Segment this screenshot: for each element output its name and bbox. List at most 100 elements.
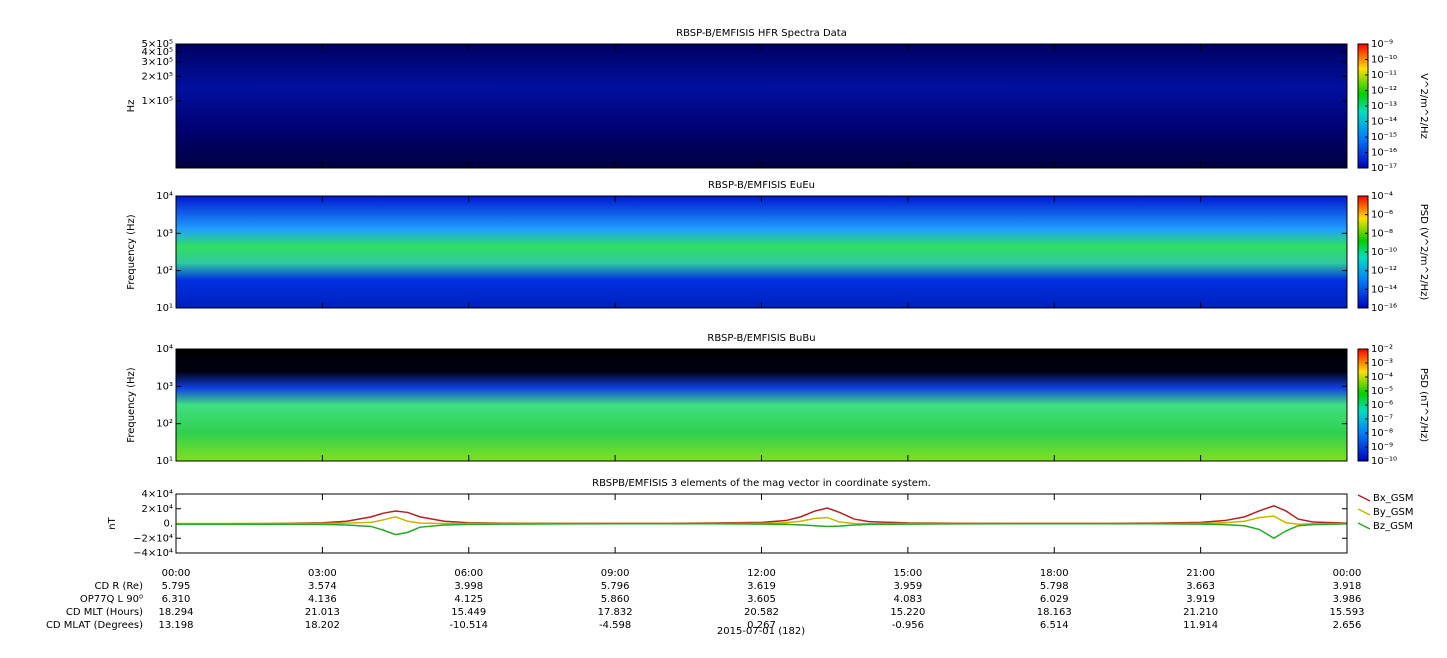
row-value: 3.605 xyxy=(747,594,776,605)
colorbar-tick-label: 10⁻¹³ xyxy=(1371,101,1397,112)
x-tick-label: 00:00 xyxy=(1333,568,1362,579)
colorbar-tick-label: 10⁻⁸ xyxy=(1371,428,1393,439)
series-line xyxy=(175,504,1348,525)
y-tick-label: 0. xyxy=(163,519,173,530)
x-tick-label: 18:00 xyxy=(1040,568,1069,579)
spectrogram xyxy=(176,196,1347,308)
row-value: 15.593 xyxy=(1330,607,1365,618)
colorbar-tick-label: 10⁻⁴ xyxy=(1371,372,1393,383)
legend-label: By_GSM xyxy=(1373,507,1414,518)
legend-label: Bx_GSM xyxy=(1373,493,1414,504)
colorbar-tick-label: 10⁻¹⁰ xyxy=(1371,247,1397,258)
colorbar-tick-label: 10⁻⁴ xyxy=(1371,191,1393,202)
spectrogram xyxy=(176,349,1347,461)
row-label: CD MLAT (Degrees) xyxy=(46,620,143,631)
row-value: 21.013 xyxy=(305,607,340,618)
row-value: 3.986 xyxy=(1333,594,1362,605)
colorbar-tick-label: 10⁻¹⁴ xyxy=(1371,284,1397,295)
row-value: 18.163 xyxy=(1037,607,1072,618)
row-value: 3.919 xyxy=(1186,594,1215,605)
row-value: 5.795 xyxy=(162,581,191,592)
colorbar-tick-label: 10⁻⁸ xyxy=(1371,228,1393,239)
panel-title: RBSP-B/EMFISIS EuEu xyxy=(708,180,815,191)
y-tick-label: 5×10⁵ xyxy=(142,39,173,50)
y-tick-label: −2×10⁴ xyxy=(133,533,173,544)
colorbar-tick-label: 10⁻¹⁵ xyxy=(1371,132,1397,143)
row-value: 0.267 xyxy=(747,620,776,631)
x-tick-label: 15:00 xyxy=(893,568,922,579)
row-value: 18.294 xyxy=(159,607,194,618)
y-axis-label: Hz xyxy=(126,100,137,113)
colorbar-tick-label: 10⁻⁹ xyxy=(1371,39,1393,50)
row-value: 17.832 xyxy=(598,607,633,618)
row-value: 4.083 xyxy=(894,594,923,605)
x-tick-label: 00:00 xyxy=(162,568,191,579)
row-label: CD R (Re) xyxy=(95,581,144,592)
row-value: -4.598 xyxy=(599,620,631,631)
colorbar-tick-label: 10⁻¹⁰ xyxy=(1371,55,1397,66)
x-tick-label: 06:00 xyxy=(454,568,483,579)
row-value: -0.956 xyxy=(892,620,924,631)
colorbar-tick-label: 10⁻⁶ xyxy=(1371,210,1393,221)
panel-frame xyxy=(175,493,1348,554)
colorbar-tick-label: 10⁻¹⁴ xyxy=(1371,117,1397,128)
row-value: 6.029 xyxy=(1040,594,1069,605)
colorbar-tick-label: 10⁻⁷ xyxy=(1371,414,1393,425)
colorbar xyxy=(1358,196,1368,308)
y-tick-label: 10² xyxy=(156,266,173,277)
series-line xyxy=(176,515,1348,525)
panel-title: RBSP-B/EMFISIS HFR Spectra Data xyxy=(676,28,847,39)
row-label: OP77Q L 90⁰ xyxy=(80,594,143,605)
panel-title: RBSPB/EMFISIS 3 elements of the mag vect… xyxy=(592,478,931,489)
panel-title: RBSP-B/EMFISIS BuBu xyxy=(707,333,815,344)
y-tick-label: 10³ xyxy=(156,228,173,239)
series-line xyxy=(176,522,1348,540)
y-axis-label: Frequency (Hz) xyxy=(126,214,137,290)
colorbar-tick-label: 10⁻¹⁶ xyxy=(1371,303,1397,314)
y-tick-label: 10¹ xyxy=(156,303,173,314)
colorbar-label: PSD (V^2/m^2/Hz) xyxy=(1418,204,1429,301)
y-tick-label: 10² xyxy=(156,419,173,430)
y-tick-label: 10⁴ xyxy=(156,344,173,355)
row-value: 4.136 xyxy=(308,594,337,605)
y-tick-label: 2×10⁵ xyxy=(142,71,173,82)
colorbar-tick-label: 10⁻⁵ xyxy=(1371,386,1393,397)
colorbar-tick-label: 10⁻¹² xyxy=(1371,86,1397,97)
y-axis-label: nT xyxy=(107,516,118,529)
row-value: 3.663 xyxy=(1186,581,1215,592)
row-value: 3.619 xyxy=(747,581,776,592)
row-value: 13.198 xyxy=(159,620,194,631)
legend-swatch xyxy=(1357,494,1371,502)
colorbar-tick-label: 10⁻³ xyxy=(1371,358,1393,369)
y-tick-label: 3×10⁵ xyxy=(142,57,173,68)
y-tick-label: 10⁴ xyxy=(156,191,173,202)
y-tick-label: 4×10⁵ xyxy=(142,47,173,58)
row-value: 6.514 xyxy=(1040,620,1069,631)
row-value: 3.918 xyxy=(1333,581,1362,592)
y-tick-label: −4×10⁴ xyxy=(133,548,173,559)
colorbar-tick-label: 10⁻¹¹ xyxy=(1371,70,1397,81)
colorbar-tick-label: 10⁻⁶ xyxy=(1371,400,1393,411)
panel-frame xyxy=(175,43,1348,169)
row-value: 4.125 xyxy=(454,594,483,605)
y-tick-label: 1×10⁵ xyxy=(142,96,173,107)
y-tick-label: 2×10⁴ xyxy=(142,504,173,515)
colorbar-tick-label: 10⁻¹² xyxy=(1371,266,1397,277)
x-tick-label: 12:00 xyxy=(747,568,776,579)
colorbar-tick-label: 10⁻¹⁷ xyxy=(1371,163,1397,174)
colorbar-tick-label: 10⁻¹⁶ xyxy=(1371,148,1397,159)
legend-swatch xyxy=(1357,508,1371,516)
colorbar-tick-label: 10⁻⁹ xyxy=(1371,442,1393,453)
row-value: 18.202 xyxy=(305,620,340,631)
colorbar xyxy=(1358,44,1368,168)
x-tick-label: 21:00 xyxy=(1186,568,1215,579)
x-tick-label: 09:00 xyxy=(601,568,630,579)
colorbar-label: V^2/m^2/Hz xyxy=(1418,73,1429,139)
date-label: 2015-07-01 (182) xyxy=(717,626,805,637)
row-value: 21.210 xyxy=(1183,607,1218,618)
colorbar xyxy=(1358,349,1368,461)
y-axis-label: Frequency (Hz) xyxy=(126,367,137,443)
y-tick-label: 4×10⁴ xyxy=(142,489,173,500)
colorbar-tick-label: 10⁻² xyxy=(1371,344,1393,355)
row-value: 6.310 xyxy=(162,594,191,605)
